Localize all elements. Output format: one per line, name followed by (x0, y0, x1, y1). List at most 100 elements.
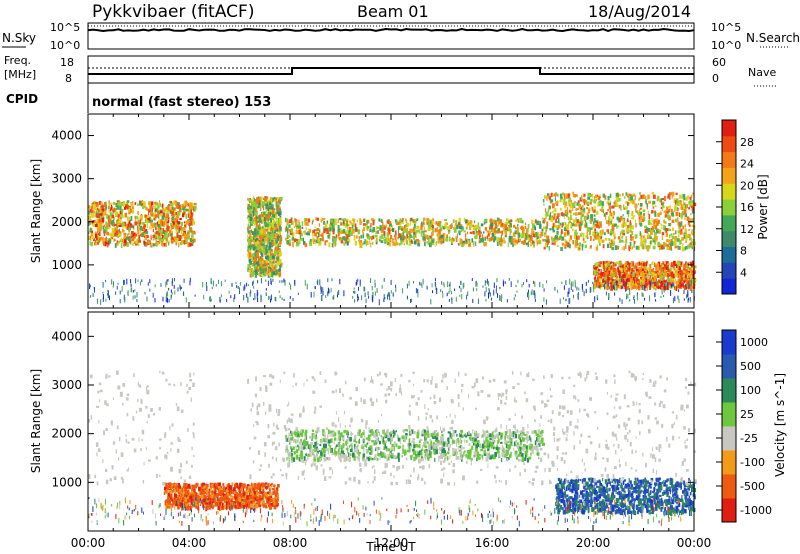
heatmap-cell (550, 199, 554, 203)
heatmap-cell (118, 201, 120, 206)
heatmap-cell (606, 220, 609, 225)
heatmap-cell (271, 229, 274, 233)
heatmap-cell (257, 256, 260, 261)
heatmap-cell (546, 235, 550, 240)
heatmap-cell (599, 237, 601, 242)
heatmap-cell (521, 225, 524, 231)
heatmap-cell (320, 289, 322, 294)
heatmap-cell (449, 287, 451, 292)
heatmap-cell (653, 229, 655, 233)
heatmap-cell (108, 205, 110, 210)
heatmap-cell (631, 246, 634, 250)
heatmap-cell (332, 241, 336, 244)
heatmap-cell (387, 219, 390, 222)
heatmap-cell (285, 225, 288, 231)
heatmap-cell (602, 261, 605, 264)
heatmap-cell (96, 219, 100, 224)
heatmap-cell (677, 230, 680, 233)
heatmap-cell (589, 194, 593, 197)
heatmap-cell (370, 223, 372, 228)
heatmap-cell (390, 235, 393, 240)
heatmap-cell (215, 284, 217, 287)
heatmap-cell (607, 276, 610, 281)
heatmap-cell (447, 281, 449, 288)
heatmap-cell (99, 213, 103, 216)
heatmap-cell (341, 218, 343, 221)
heatmap-cell (161, 234, 163, 240)
heatmap-cell (605, 291, 607, 296)
heatmap-cell (235, 281, 237, 284)
heatmap-cell (615, 193, 619, 198)
heatmap-cell (545, 208, 547, 213)
heatmap-cell (643, 235, 645, 239)
heatmap-cell (147, 239, 150, 242)
heatmap-cell (509, 219, 513, 223)
nsky-tick-bottom: 10^0 (50, 39, 80, 52)
heatmap-cell (646, 273, 648, 276)
heatmap-cell (113, 281, 114, 286)
heatmap-cell (257, 280, 259, 284)
heatmap-cell (671, 284, 673, 289)
heatmap-cell (160, 225, 161, 228)
heatmap-cell (651, 278, 653, 284)
heatmap-cell (492, 222, 494, 227)
heatmap-cell (175, 219, 178, 222)
heatmap-cell (644, 225, 647, 229)
heatmap-cell (661, 227, 663, 230)
heatmap-cell (564, 238, 566, 242)
heatmap-cell (247, 226, 249, 232)
heatmap-cell (255, 256, 257, 261)
heatmap-cell (314, 232, 317, 237)
heatmap-cell (294, 221, 298, 227)
heatmap-cell (674, 209, 678, 212)
heatmap-cell (140, 215, 143, 219)
heatmap-cell (661, 235, 663, 241)
heatmap-cell (166, 279, 168, 285)
heatmap-cell (654, 264, 657, 267)
heatmap-cell (642, 240, 644, 245)
heatmap-cell (153, 214, 155, 218)
heatmap-cell (284, 279, 286, 286)
heatmap-cell (676, 260, 680, 266)
heatmap-cell (662, 264, 665, 268)
heatmap-cell (625, 239, 628, 244)
heatmap-cell (261, 247, 263, 251)
heatmap-cell (105, 298, 107, 302)
heatmap-cell (683, 197, 686, 201)
heatmap-cell (680, 231, 683, 234)
heatmap-cell (629, 229, 632, 233)
heatmap-cell (318, 223, 320, 227)
heatmap-cell (612, 224, 615, 228)
heatmap-cell (134, 234, 138, 237)
heatmap-cell (171, 278, 173, 284)
heatmap-cell (673, 284, 675, 289)
heatmap-cell (508, 220, 511, 224)
heatmap-cell (551, 242, 555, 245)
heatmap-cell (153, 222, 157, 227)
heatmap-cell (687, 268, 690, 271)
heatmap-cell (266, 237, 269, 242)
heatmap-cell (101, 214, 103, 219)
heatmap-cell (574, 279, 576, 284)
heatmap-cell (338, 236, 341, 241)
heatmap-cell (434, 242, 436, 247)
heatmap-cell (645, 241, 647, 247)
heatmap-cell (255, 246, 257, 250)
heatmap-cell (599, 194, 601, 198)
heatmap-cell (271, 264, 274, 269)
heatmap-cell (169, 229, 171, 233)
heatmap-cell (383, 294, 385, 299)
heatmap-cell (504, 222, 508, 226)
heatmap-cell (427, 228, 431, 231)
heatmap-cell (265, 202, 268, 208)
heatmap-cell (209, 296, 211, 302)
heatmap-cell (414, 231, 418, 234)
heatmap-cell (420, 232, 422, 237)
heatmap-cell (264, 234, 266, 238)
heatmap-cell (567, 216, 570, 220)
heatmap-cell (592, 284, 594, 290)
heatmap-cell (247, 209, 250, 213)
heatmap-cell (451, 291, 453, 295)
heatmap-cell (530, 291, 532, 296)
heatmap-cell (171, 216, 175, 221)
